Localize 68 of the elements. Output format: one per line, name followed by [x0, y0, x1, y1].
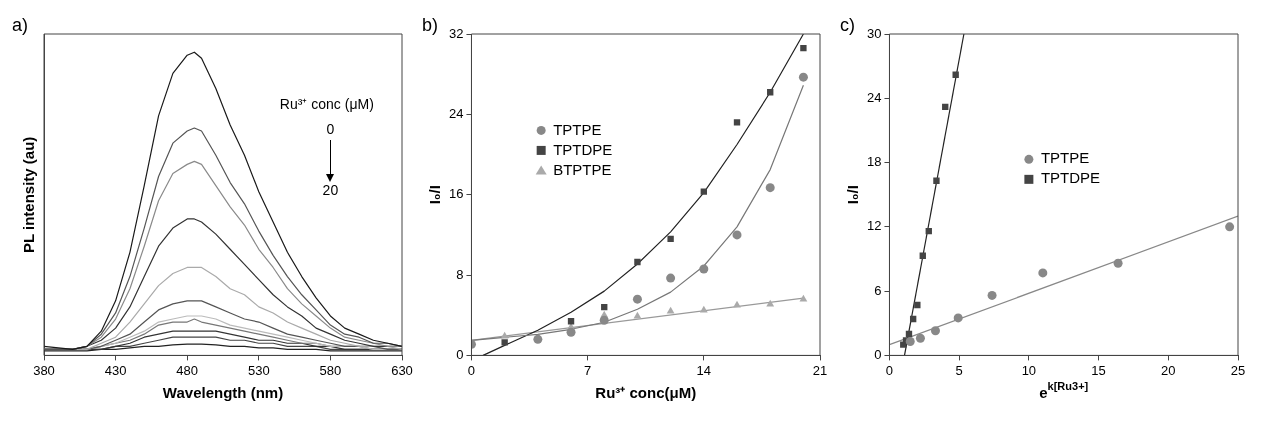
point — [1113, 258, 1123, 268]
point — [634, 258, 641, 266]
y-tick-label: 6 — [874, 282, 882, 298]
x-tick-label: 10 — [1021, 362, 1037, 378]
x-tick-label: 7 — [584, 362, 592, 378]
point — [1225, 222, 1235, 232]
chart-title: c) — [840, 14, 855, 35]
x-axis-title: Wavelength (nm) — [162, 383, 284, 401]
annotation: Ru³⁺ conc (μM) — [279, 95, 374, 112]
point — [632, 294, 642, 304]
annotation: 0 — [326, 121, 335, 138]
point — [733, 119, 741, 126]
y-tick-label: 8 — [456, 266, 464, 282]
point — [500, 331, 509, 339]
chart-title: b) — [422, 14, 439, 35]
point — [800, 44, 807, 52]
y-tick-label: 18 — [866, 154, 882, 170]
x-tick-label: 5 — [955, 362, 963, 378]
x-tick-label: 14 — [696, 362, 712, 378]
point — [667, 235, 674, 243]
x-tick-label: 580 — [319, 362, 342, 378]
x-tick-label: 380 — [33, 362, 55, 378]
y-axis-title: I₀/I — [425, 185, 443, 205]
point — [933, 177, 940, 184]
annotation: 20 — [322, 182, 339, 199]
y-tick-label: 30 — [866, 25, 882, 41]
x-tick-label: 25 — [1230, 362, 1246, 378]
point — [533, 334, 543, 344]
point — [987, 290, 997, 300]
y-tick-label: 12 — [866, 218, 882, 234]
x-axis-title: Ru³⁺ conc(μM) — [595, 383, 697, 401]
point — [765, 183, 775, 193]
y-axis-title: I₀/I — [843, 185, 861, 205]
x-tick-label: 20 — [1161, 362, 1176, 378]
legend-label: TPTPE — [553, 120, 602, 138]
y-tick-label: 0 — [456, 346, 464, 362]
point — [732, 230, 742, 240]
x-tick-label: 0 — [467, 362, 476, 378]
point — [666, 273, 676, 283]
point — [914, 301, 921, 309]
x-tick-label: 530 — [247, 362, 270, 378]
x-tick-label: 630 — [391, 362, 413, 378]
point — [915, 333, 925, 343]
legend-label: TPTPE — [1040, 149, 1090, 167]
y-axis-title: PL intensity (au) — [20, 136, 38, 254]
chart-title: a) — [12, 14, 29, 35]
y-tick-label: 32 — [448, 25, 464, 41]
point — [566, 327, 576, 337]
point — [1038, 268, 1048, 278]
point — [930, 326, 940, 336]
legend-label: TPTDPE — [1040, 169, 1101, 187]
point — [501, 339, 508, 346]
y-tick-label: 24 — [448, 105, 464, 121]
point — [953, 313, 963, 323]
y-tick-label: 24 — [866, 89, 882, 105]
x-tick-label: 21 — [812, 362, 828, 378]
point — [798, 72, 808, 82]
point — [599, 315, 609, 325]
y-tick-label: 0 — [874, 346, 882, 362]
point — [699, 264, 709, 274]
legend-label: BTPTPE — [553, 160, 612, 178]
x-tick-label: 480 — [176, 362, 199, 378]
y-tick-label: 16 — [448, 186, 464, 202]
legend-label: TPTDPE — [553, 140, 613, 158]
x-tick-label: 430 — [104, 362, 127, 378]
x-tick-label: 15 — [1091, 362, 1106, 378]
point — [905, 336, 915, 346]
x-tick-label: 0 — [885, 362, 894, 378]
